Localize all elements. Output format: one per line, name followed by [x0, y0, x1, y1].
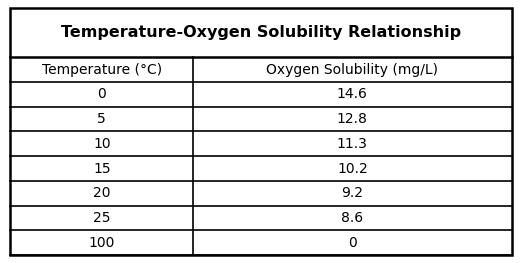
Text: 8.6: 8.6	[341, 211, 363, 225]
Text: 0: 0	[348, 236, 357, 250]
Text: 5: 5	[98, 112, 106, 126]
Text: Temperature (°C): Temperature (°C)	[42, 63, 162, 77]
Text: 14.6: 14.6	[337, 87, 368, 102]
Text: 20: 20	[93, 186, 111, 200]
Text: Temperature-Oxygen Solubility Relationship: Temperature-Oxygen Solubility Relationsh…	[61, 25, 461, 40]
Text: Oxygen Solubility (mg/L): Oxygen Solubility (mg/L)	[266, 63, 438, 77]
Text: 10.2: 10.2	[337, 161, 367, 176]
Text: 100: 100	[89, 236, 115, 250]
Text: 15: 15	[93, 161, 111, 176]
Text: 11.3: 11.3	[337, 137, 368, 151]
Text: 25: 25	[93, 211, 111, 225]
Text: 9.2: 9.2	[341, 186, 363, 200]
Text: 0: 0	[98, 87, 106, 102]
Text: 12.8: 12.8	[337, 112, 368, 126]
Text: 10: 10	[93, 137, 111, 151]
